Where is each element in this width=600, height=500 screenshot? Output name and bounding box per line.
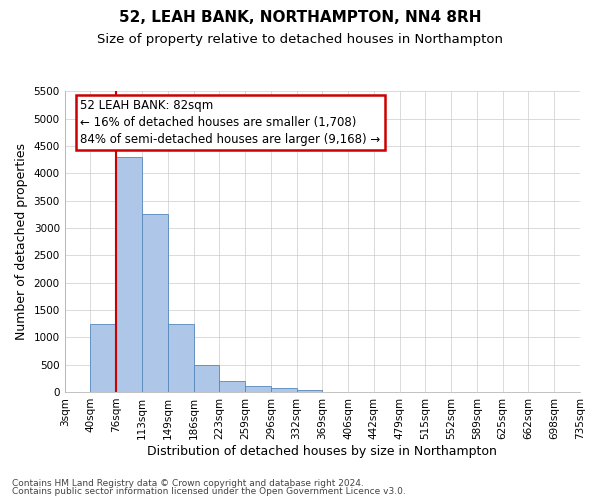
Text: Contains HM Land Registry data © Crown copyright and database right 2024.: Contains HM Land Registry data © Crown c… xyxy=(12,478,364,488)
Bar xyxy=(271,388,296,392)
Text: 52 LEAH BANK: 82sqm
← 16% of detached houses are smaller (1,708)
84% of semi-det: 52 LEAH BANK: 82sqm ← 16% of detached ho… xyxy=(80,99,380,146)
X-axis label: Distribution of detached houses by size in Northampton: Distribution of detached houses by size … xyxy=(148,444,497,458)
Text: Contains public sector information licensed under the Open Government Licence v3: Contains public sector information licen… xyxy=(12,487,406,496)
Bar xyxy=(91,324,116,392)
Y-axis label: Number of detached properties: Number of detached properties xyxy=(15,143,28,340)
Bar xyxy=(296,390,322,392)
Bar xyxy=(245,386,271,392)
Bar xyxy=(116,157,142,392)
Text: 52, LEAH BANK, NORTHAMPTON, NN4 8RH: 52, LEAH BANK, NORTHAMPTON, NN4 8RH xyxy=(119,10,481,25)
Bar xyxy=(193,365,219,392)
Bar xyxy=(168,324,193,392)
Bar xyxy=(142,214,168,392)
Text: Size of property relative to detached houses in Northampton: Size of property relative to detached ho… xyxy=(97,32,503,46)
Bar xyxy=(219,381,245,392)
